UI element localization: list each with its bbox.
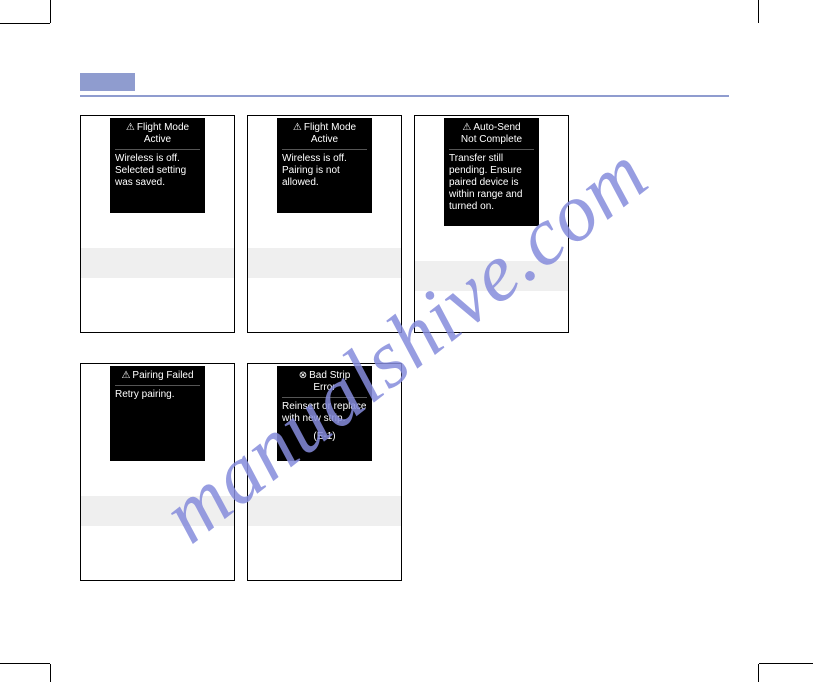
error-card: ⚠Flight Mode Active Wireless is off. Pai… bbox=[247, 115, 402, 333]
crop-mark bbox=[50, 0, 51, 23]
screen-title: ⚠Flight Mode Active bbox=[282, 122, 367, 150]
section-header bbox=[80, 73, 729, 97]
warning-icon: ⚠ bbox=[126, 122, 135, 133]
screen-body: Wireless is off. Selected setting was sa… bbox=[115, 153, 200, 189]
crop-mark bbox=[759, 663, 813, 664]
screen-body: Transfer still pending. Ensure paired de… bbox=[449, 153, 534, 213]
error-card: ⊗Bad Strip Error Reinsert or replace wit… bbox=[247, 363, 402, 581]
device-screen: ⊗Bad Strip Error Reinsert or replace wit… bbox=[277, 366, 372, 461]
card-band bbox=[415, 261, 568, 291]
page-content: ⚠Flight Mode Active Wireless is off. Sel… bbox=[50, 23, 759, 664]
error-icon: ⊗ bbox=[299, 370, 307, 381]
device-screen: ⚠Pairing Failed Retry pairing. bbox=[110, 366, 205, 461]
cards-row-1: ⚠Flight Mode Active Wireless is off. Sel… bbox=[80, 115, 729, 333]
card-band bbox=[81, 248, 234, 278]
screen-body: Reinsert or replace with new strip. bbox=[282, 401, 367, 425]
crop-mark bbox=[758, 0, 759, 23]
header-tab bbox=[80, 73, 135, 91]
card-band bbox=[81, 496, 234, 526]
title-text-2: Active bbox=[311, 134, 338, 145]
title-text-2: Not Complete bbox=[461, 134, 522, 145]
warning-icon: ⚠ bbox=[121, 370, 130, 381]
title-text: Flight Mode bbox=[137, 122, 189, 133]
header-line bbox=[80, 95, 729, 97]
error-card: ⚠Auto-Send Not Complete Transfer still p… bbox=[414, 115, 569, 333]
title-text: Pairing Failed bbox=[132, 370, 193, 381]
device-screen: ⚠Flight Mode Active Wireless is off. Sel… bbox=[110, 118, 205, 213]
screen-body: Wireless is off. Pairing is not allowed. bbox=[282, 153, 367, 189]
screen-title: ⚠Flight Mode Active bbox=[115, 122, 200, 150]
error-card: ⚠Pairing Failed Retry pairing. bbox=[80, 363, 235, 581]
screen-body: Retry pairing. bbox=[115, 389, 200, 401]
card-band bbox=[248, 248, 401, 278]
crop-mark bbox=[0, 23, 50, 24]
error-card: ⚠Flight Mode Active Wireless is off. Sel… bbox=[80, 115, 235, 333]
crop-mark bbox=[50, 664, 51, 682]
screen-title: ⚠Pairing Failed bbox=[115, 370, 200, 386]
error-code: (E-1) bbox=[282, 431, 367, 443]
title-text: Auto-Send bbox=[473, 122, 520, 133]
title-text: Bad Strip bbox=[309, 370, 350, 381]
screen-title: ⊗Bad Strip Error bbox=[282, 370, 367, 398]
title-text-2: Error bbox=[313, 382, 335, 393]
title-text-2: Active bbox=[144, 134, 171, 145]
device-screen: ⚠Auto-Send Not Complete Transfer still p… bbox=[444, 118, 539, 226]
warning-icon: ⚠ bbox=[462, 122, 471, 133]
crop-mark bbox=[758, 664, 759, 682]
warning-icon: ⚠ bbox=[293, 122, 302, 133]
card-band bbox=[248, 496, 401, 526]
crop-mark bbox=[0, 663, 50, 664]
screen-title: ⚠Auto-Send Not Complete bbox=[449, 122, 534, 150]
cards-row-2: ⚠Pairing Failed Retry pairing. ⊗Bad Stri… bbox=[80, 363, 729, 581]
title-text: Flight Mode bbox=[304, 122, 356, 133]
device-screen: ⚠Flight Mode Active Wireless is off. Pai… bbox=[277, 118, 372, 213]
